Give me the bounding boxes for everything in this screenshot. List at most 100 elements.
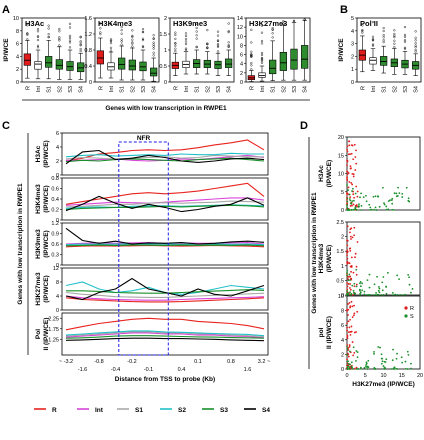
panel-a-plot-0-xlabel-S2: S2 — [57, 86, 63, 93]
panel-a-plot-3-iqr-Int — [258, 72, 266, 78]
panel-d-plot-0-point-R-41 — [348, 144, 351, 147]
panel-d-plot-1-point-R-60 — [350, 277, 353, 280]
panel-d-plot-0-point-R-3 — [355, 149, 357, 152]
panel-c-plot-0-frame — [61, 132, 269, 176]
panel-a-plot-1-outlier-S3-2 — [141, 37, 145, 40]
panel-b-plot-0-box-S3 — [401, 26, 409, 75]
panel-a-plot-2-xlabel-S4: S4 — [227, 86, 233, 93]
panel-d-plot-0-point-S-1 — [368, 203, 371, 206]
panel-b-plot-0-iqr-Int — [369, 57, 377, 65]
panel-d-plot-0-point-R-68 — [349, 165, 352, 168]
panel-a-plot-1-outlier-Int-0 — [109, 49, 113, 52]
panel-c-plot-0-line-S2 — [65, 152, 264, 158]
panel-letter-d: D — [300, 120, 308, 132]
panel-d-plot-1-ytick-label-5: 2.5 — [336, 220, 344, 226]
panel-b-plot-0-outlier-S1-3 — [382, 29, 385, 33]
panel-d-plot-0-point-S-23 — [397, 186, 400, 189]
panel-a-plot-0-outlier-S3-6 — [68, 22, 72, 25]
panel-d-plot-2-point-S-76 — [346, 365, 349, 368]
panel-a-plot-2-ytick-label-4: 2 — [164, 16, 167, 22]
panel-a-plot-0-outlier-R-3 — [26, 32, 29, 35]
panel-d-plot-0-point-R-30 — [355, 162, 358, 165]
panel-d-plot-2-point-S-37 — [356, 351, 359, 354]
panel-d-plot-1-point-S-20 — [349, 279, 352, 281]
panel-d-plot-1-point-R-56 — [348, 275, 351, 278]
panel-d-plot-2-point-R-52 — [348, 326, 351, 329]
panel-d-plot-0-point-R-45 — [351, 144, 354, 147]
panel-d-plot-1-point-S-5 — [381, 281, 384, 284]
panel-a-plot-1-xlabel-S4: S4 — [152, 86, 158, 93]
panel-d-legend-label-R: R — [410, 306, 414, 312]
panel-d-plot-1-point-R-36 — [350, 256, 353, 259]
panel-b-plot-0-ytick-label-2: 2 — [351, 54, 354, 60]
panel-d-plot-2-point-S-63 — [400, 356, 403, 359]
panel-d-plot-0-point-R-65 — [351, 204, 353, 207]
panel-a-plot-3-ytick-label-5: 10 — [237, 34, 243, 40]
panel-b-plot-0-ytick-label-3: 3 — [351, 42, 354, 48]
panel-d-plot-2-point-S-65 — [367, 359, 370, 362]
panel-b-plot-0-outlier-S3-3 — [403, 39, 407, 42]
panel-d-plot-1-point-S-50 — [381, 289, 384, 292]
panel-d-plot-2-point-R-46 — [353, 304, 355, 307]
panel-a-plot-2-outlier-S2-2 — [206, 46, 209, 49]
panel-d-plot-1-point-S-7 — [373, 283, 376, 286]
panel-a-plot-1-box-R — [96, 22, 104, 79]
panel-d-plot-1-point-S-60 — [377, 289, 380, 292]
panel-d-legend-swatch-S — [404, 314, 408, 318]
panel-d-plot-0-point-S-15 — [360, 192, 362, 195]
panel-d-plot-1-point-S-29 — [346, 274, 348, 277]
panel-d-plot-2-point-S-66 — [392, 367, 395, 370]
panel-d-plot-2-ylabel-unit: II (IP/WCE) — [326, 316, 333, 349]
panel-d-plot-0-point-S-32 — [365, 200, 368, 203]
panel-c-xtick-top-2: -0.2 — [127, 359, 136, 365]
panel-a-plot-0-outlier-Int-5 — [36, 30, 40, 33]
panel-a-plot-0-ytick-label-1: 2 — [16, 67, 19, 73]
panel-d-plot-0-point-S-43 — [355, 208, 358, 211]
panel-d-plot-1-point-S-51 — [376, 275, 378, 278]
panel-c-plot-2-ytick-label-4: 1.2 — [51, 221, 59, 227]
panel-d-plot-2-point-R-69 — [346, 310, 348, 312]
panel-a-plot-0-box-Int — [34, 28, 42, 80]
panel-d-plot-0-ytick-label-3: 15 — [338, 153, 344, 159]
panel-b-plot-0-outlier-Int-3 — [371, 38, 375, 41]
panel-d-plot-1-point-R-29 — [349, 287, 351, 289]
panel-d-plot-1-point-R-44 — [346, 250, 349, 253]
panel-a-plot-3-iqr-S4 — [301, 45, 309, 69]
panel-c-plot-1-ytick-label-1: 0.2 — [51, 208, 59, 214]
panel-d-plot-0-point-R-57 — [353, 196, 356, 199]
panel-a-plot-3-outlier-S1-0 — [271, 36, 274, 39]
panel-a-plot-1-ytick-label-3: 1.2 — [84, 32, 92, 38]
panel-a-plot-1: H3K4me3 0 0.4 0.8 1.2 1.6 R Int S1 S2 S3 S4 — [84, 16, 160, 93]
panel-a-plot-3-box-R — [247, 28, 255, 82]
panel-d-plot-1-point-R-33 — [355, 283, 358, 286]
panel-a-plot-2-outlier-S3-2 — [216, 44, 220, 47]
panel-d-plot-0-point-R-50 — [351, 183, 354, 186]
panel-a-plot-3-outlier-Int-4 — [260, 57, 264, 60]
panel-a-plot-2-outlier-S4-3 — [227, 44, 230, 47]
panel-d-plot-0-point-S-62 — [408, 200, 411, 203]
panel-a-plot-0-iqr-S2 — [55, 59, 63, 70]
panel-a-plot-1-outlier-S4-4 — [152, 45, 155, 48]
panel-b-plot-0-outlier-S4-7 — [414, 36, 417, 39]
panel-a-plot-1-outlier-S3-1 — [141, 45, 145, 48]
panel-a-plot-2-box-R — [171, 31, 179, 76]
panel-d-plot-2-point-S-35 — [357, 368, 360, 370]
panel-d-plot-1-point-R-38 — [356, 241, 359, 243]
panel-d-plot-1-point-R-5 — [346, 288, 349, 291]
panel-a-plot-3-ytick-label-3: 6 — [240, 53, 243, 59]
panel-d-plot-2-point-R-51 — [349, 334, 352, 336]
panel-a-plot-1-box-Int — [107, 23, 115, 79]
panel-a-plot-1-outlier-Int-2 — [109, 42, 113, 45]
panel-d-plot-2-point-R-58 — [347, 331, 350, 334]
panel-d-xtick-1: 5 — [364, 373, 367, 379]
panel-a-plot-2-box-S2 — [203, 28, 211, 75]
panel-d-plot-0-point-S-49 — [401, 196, 404, 198]
panel-b-plot-0-outlier-S4-6 — [414, 30, 417, 33]
panel-a-plot-0-outlier-S1-3 — [47, 27, 50, 30]
panel-d-plot-1: 0 0.5 1 1.5 2 2.5 H3K4me3 (IP/WCE) — [318, 220, 421, 299]
panel-c-plot-2-ylabel-unit: (IP/WCE) — [43, 230, 50, 257]
panel-b-plot-0-outlier-S1-4 — [382, 36, 385, 39]
panel-d-plot-1-point-S-11 — [348, 273, 351, 276]
panel-c-plot-4-ytick-label-2: 2.25 — [48, 316, 59, 322]
